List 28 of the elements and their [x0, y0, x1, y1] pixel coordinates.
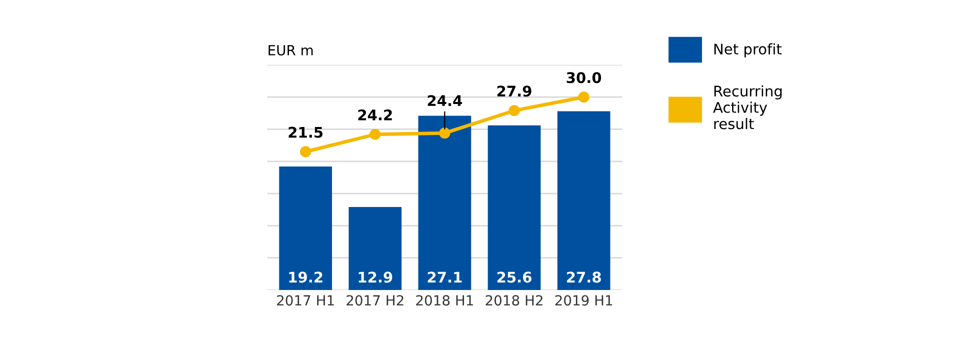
point — [578, 92, 590, 103]
x-tick-label: 2018 H1 — [416, 295, 473, 306]
x-tick-label: 2017 H1 — [277, 295, 334, 306]
point — [508, 105, 520, 116]
x-tick-label: 2019 H1 — [555, 295, 612, 306]
bar — [348, 207, 402, 290]
data-label: 24.2 — [358, 109, 392, 120]
x-tick-label: 2017 H2 — [346, 295, 404, 306]
legend-label: Recurring Activity result — [713, 85, 782, 130]
point — [300, 146, 312, 158]
data-label: 21.5 — [288, 126, 323, 138]
bar — [279, 166, 332, 290]
data-label: 27.8 — [566, 272, 601, 283]
x-tick-label: 2018 H2 — [486, 295, 542, 306]
point — [370, 128, 381, 140]
data-label: 25.6 — [497, 272, 532, 283]
bar — [418, 116, 472, 290]
data-label: 30.0 — [566, 72, 602, 84]
legend-label: Net profit — [714, 43, 782, 58]
data-label: 12.9 — [358, 272, 392, 283]
point — [439, 128, 450, 139]
data-label: 27.1 — [428, 272, 462, 282]
bar — [557, 111, 610, 290]
data-label: 24.4 — [428, 95, 462, 106]
y-axis-title: EUR m — [268, 45, 313, 56]
data-label: 19.2 — [289, 272, 322, 283]
bar — [488, 125, 541, 290]
data-label: 27.9 — [497, 86, 532, 97]
